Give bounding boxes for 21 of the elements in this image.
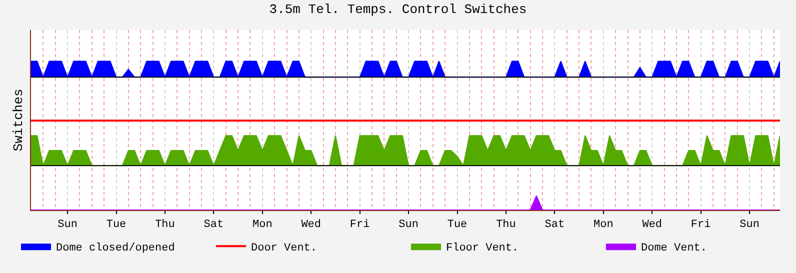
x-tick-label: Sat — [544, 219, 565, 232]
x-tick-label: Thu — [155, 219, 175, 232]
x-tick-label: Sun — [740, 219, 760, 232]
legend-label: Dome closed/opened — [56, 242, 175, 254]
x-tick-label: Fri — [350, 219, 370, 232]
x-tick-label: Tue — [106, 219, 126, 232]
y-axis-title: Switches — [10, 88, 26, 152]
x-tick-label: Sat — [204, 219, 224, 232]
x-tick-label: Thu — [496, 219, 516, 232]
legend-label: Door Vent. — [251, 242, 318, 254]
x-tick-label: Tue — [447, 219, 468, 232]
legend-label: Dome Vent. — [641, 242, 708, 254]
legend-label: Floor Vent. — [446, 242, 519, 254]
x-tick-label: Sun — [58, 219, 78, 232]
x-tick-label: Wed — [642, 219, 662, 232]
x-tick-label: Sun — [398, 219, 418, 232]
x-tick-label: Mon — [594, 219, 614, 232]
x-tick-label: Mon — [252, 219, 272, 232]
chart-title: 3.5m Tel. Temps. Control Switches — [269, 2, 527, 18]
x-tick-label: Fri — [690, 219, 712, 232]
x-tick-label: Wed — [301, 219, 322, 232]
